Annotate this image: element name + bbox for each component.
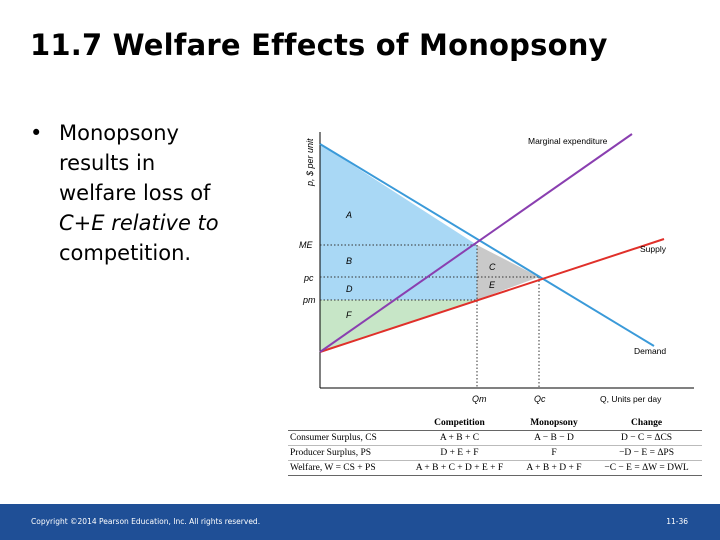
table-header-row: Competition Monopsony Change bbox=[288, 416, 702, 431]
row-label: Welfare, W = CS + PS bbox=[288, 460, 403, 476]
region-b-label: B bbox=[346, 256, 352, 266]
bullet-text: Monopsony results in welfare loss of C+E… bbox=[59, 118, 280, 268]
supply-curve bbox=[319, 238, 665, 353]
me-tick-label: ME bbox=[299, 240, 313, 250]
monopsony-graph: p, $ per unit Q, Units per day Marginal … bbox=[282, 124, 702, 424]
bullet-line-3: welfare loss of bbox=[59, 181, 211, 205]
table-row: Consumer Surplus, CS A + B + C A − B − D… bbox=[288, 430, 702, 446]
supply-curve-label: Supply bbox=[640, 244, 667, 254]
monopsony-graph-svg: p, $ per unit Q, Units per day Marginal … bbox=[299, 132, 694, 404]
bullet-line-1: Monopsony bbox=[59, 121, 179, 145]
footer-bar: Copyright ©2014 Pearson Education, Inc. … bbox=[0, 504, 720, 540]
cell-change: −D − E = ΔPS bbox=[591, 445, 702, 461]
me-curve-label: Marginal expenditure bbox=[528, 136, 608, 146]
table-header-blank bbox=[288, 416, 403, 431]
table-header-change: Change bbox=[591, 416, 702, 431]
page-number: 11-36 bbox=[666, 517, 688, 526]
region-c-fill bbox=[477, 245, 539, 277]
bullet-dot-icon: • bbox=[30, 121, 43, 145]
row-label: Producer Surplus, PS bbox=[288, 445, 403, 461]
region-bd-fill bbox=[320, 245, 477, 300]
y-axis-label: p, $ per unit bbox=[305, 138, 315, 187]
region-c-label: C bbox=[489, 262, 496, 272]
region-f-label: F bbox=[346, 310, 352, 320]
qm-tick-label: Qm bbox=[472, 394, 487, 404]
cell-monopsony: A + B + D + F bbox=[516, 460, 592, 476]
cell-competition: A + B + C + D + E + F bbox=[402, 460, 517, 476]
welfare-table: Competition Monopsony Change Consumer Su… bbox=[288, 416, 702, 476]
cell-monopsony: F bbox=[516, 445, 592, 461]
cell-monopsony: A − B − D bbox=[516, 430, 592, 446]
table-header-monopsony: Monopsony bbox=[516, 416, 592, 431]
x-axis-label: Q, Units per day bbox=[600, 394, 662, 404]
cell-competition: A + B + C bbox=[402, 430, 517, 446]
region-a-label: A bbox=[345, 210, 352, 220]
row-label: Consumer Surplus, CS bbox=[288, 430, 403, 446]
bullet-point: • Monopsony results in welfare loss of C… bbox=[30, 118, 280, 268]
qc-tick-label: Qc bbox=[534, 394, 546, 404]
demand-curve bbox=[319, 143, 655, 347]
cell-change: D − C = ΔCS bbox=[591, 430, 702, 446]
demand-curve-label: Demand bbox=[634, 346, 666, 356]
region-e-label: E bbox=[489, 280, 496, 290]
table-row: Welfare, W = CS + PS A + B + C + D + E +… bbox=[288, 460, 702, 476]
slide-title: 11.7 Welfare Effects of Monopsony bbox=[30, 28, 608, 62]
region-e-fill bbox=[477, 277, 539, 300]
bullet-line-4: C+E relative to bbox=[59, 211, 219, 235]
cell-change: −C − E = ΔW = DWL bbox=[591, 460, 702, 476]
welfare-table-wrap: Competition Monopsony Change Consumer Su… bbox=[288, 416, 702, 476]
bullet-line-5: competition. bbox=[59, 241, 192, 265]
pc-tick-label: pc bbox=[303, 273, 314, 283]
region-a-fill bbox=[320, 144, 477, 245]
copyright-text: Copyright ©2014 Pearson Education, Inc. … bbox=[31, 517, 261, 526]
bullet-line-2: results in bbox=[59, 151, 156, 175]
cell-competition: D + E + F bbox=[402, 445, 517, 461]
table-row: Producer Surplus, PS D + E + F F −D − E … bbox=[288, 445, 702, 461]
pm-tick-label: pm bbox=[302, 295, 316, 305]
table-header-competition: Competition bbox=[402, 416, 517, 431]
marginal-expenditure-curve bbox=[319, 133, 633, 353]
region-d-label: D bbox=[346, 284, 353, 294]
